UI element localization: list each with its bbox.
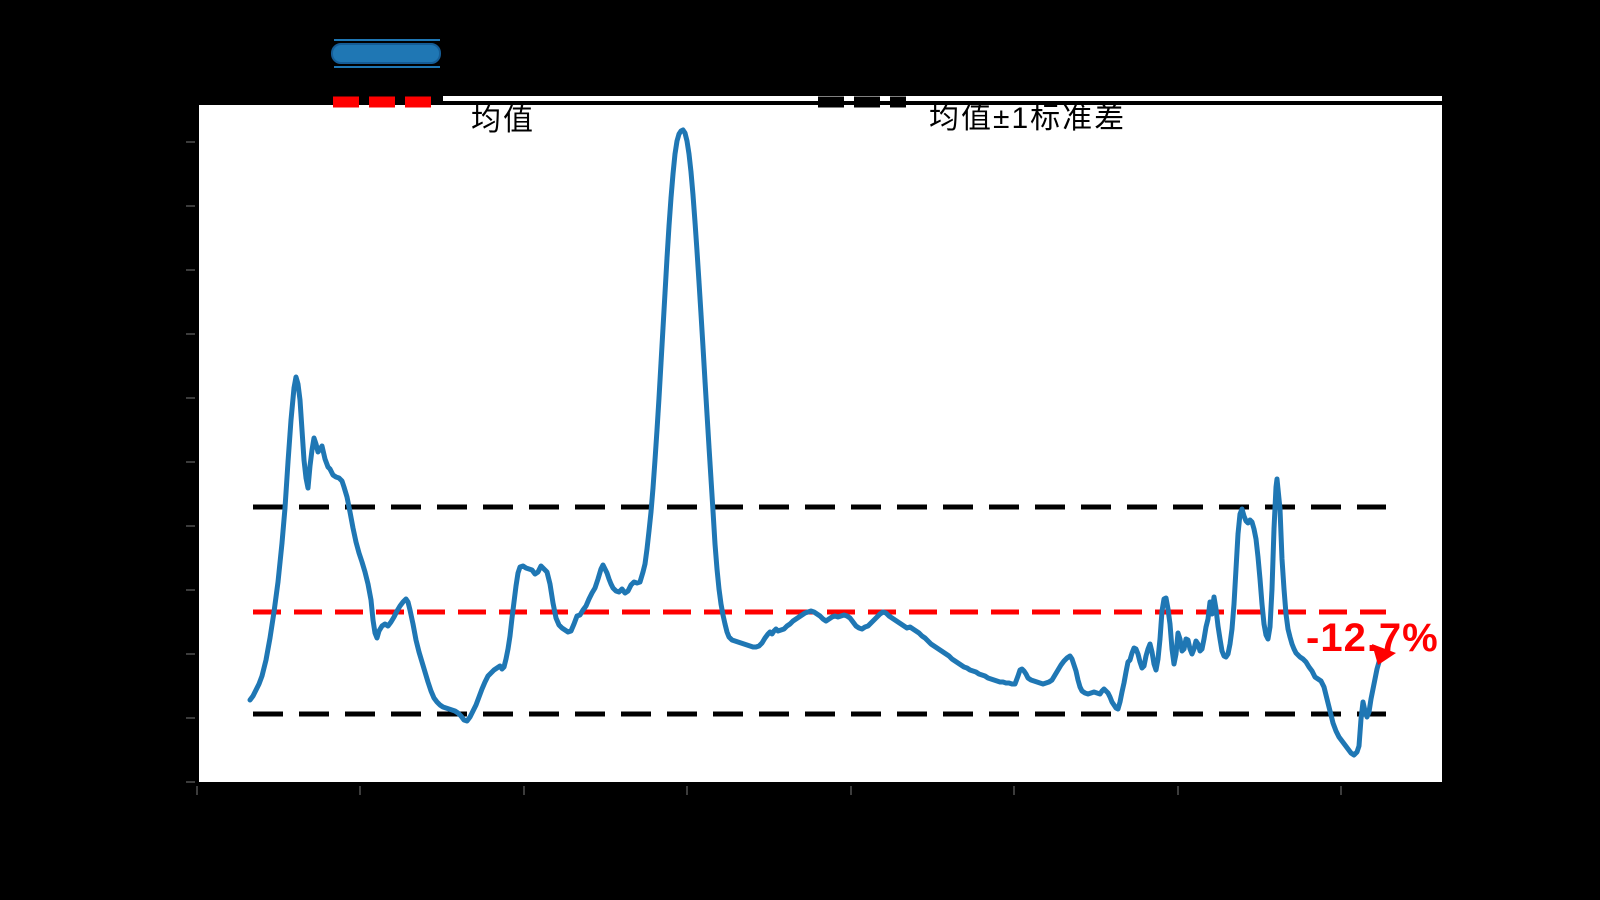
plot-area bbox=[197, 103, 1444, 784]
axis-spine-bottom bbox=[195, 782, 1446, 786]
axis-spine-left bbox=[195, 101, 199, 786]
axis-spine-right bbox=[1442, 101, 1446, 786]
legend-series-marker bbox=[331, 43, 441, 64]
legend-background-strip bbox=[443, 96, 1442, 103]
annotation-value-label: -12.7% bbox=[1306, 616, 1439, 660]
axis-spine-top bbox=[195, 101, 1446, 105]
legend-label-std: 均值±1标准差 bbox=[929, 102, 1127, 135]
legend-label-mean: 均值 bbox=[471, 104, 535, 137]
